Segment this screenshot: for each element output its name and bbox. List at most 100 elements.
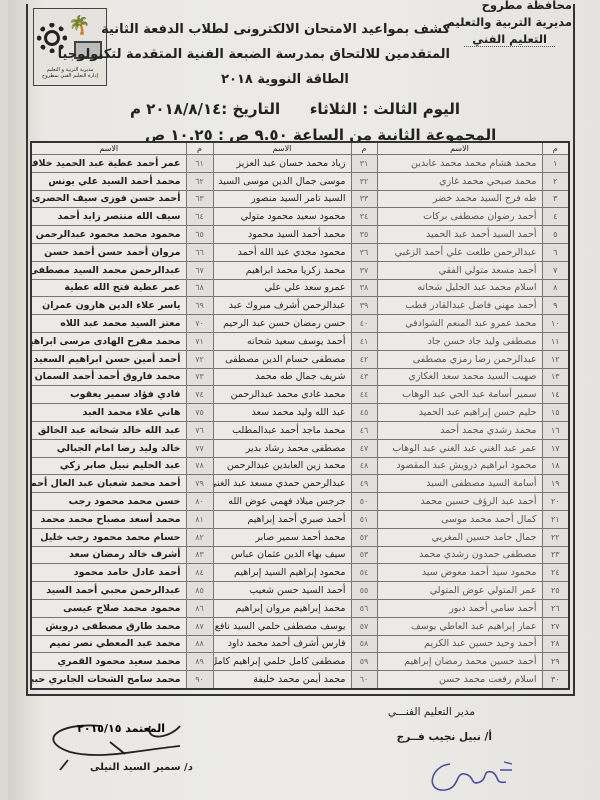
student-number: ٢٨ bbox=[541, 634, 570, 654]
gear-icon bbox=[37, 23, 67, 53]
student-number: ٢٤ bbox=[541, 563, 570, 583]
governorate: محافظة مطروح bbox=[481, 0, 572, 12]
student-number: ٤٨ bbox=[350, 456, 378, 476]
student-number: ٧١ bbox=[185, 331, 214, 351]
header-number: م bbox=[350, 141, 378, 155]
student-name: فارس أشرف أحمد محمد داود bbox=[212, 634, 352, 654]
student-number: ١٦ bbox=[541, 420, 570, 440]
student-name: محمود مجدي عبد الله أحمد bbox=[212, 242, 352, 262]
student-number: ٢٢ bbox=[541, 527, 570, 547]
student-number: ٦٩ bbox=[185, 296, 214, 316]
table-row: ٢٠ أحمد عبد الرؤف حسين محمد ٥٠ جرجس ميلاد ف… bbox=[30, 492, 570, 511]
student-name: عبدالرحمن رضا رمزي مصطفى bbox=[376, 349, 543, 369]
table-row: ١٨ محمود ابراهيم درويش عبد المقصود ٤٨ محمد … bbox=[30, 456, 570, 476]
student-name: محمود محمد محمود عبدالرحمن سليم bbox=[30, 225, 187, 244]
student-number: ٢٥ bbox=[541, 581, 570, 600]
student-name: أحمد رضوان مصطفى بركات bbox=[376, 207, 543, 227]
student-name: محمد طارق مصطفى درويش bbox=[30, 616, 187, 636]
table-row: ٧ أحمد مسعد متولي الفقي ٣٧ محمد زكريا محمد … bbox=[30, 260, 570, 280]
exam-date: التاريخ :٢٠١٨/٨/١٤ م bbox=[130, 100, 281, 118]
student-name: محمود محمد صلاح عيسى bbox=[30, 598, 187, 618]
student-number: ٣٧ bbox=[350, 260, 378, 280]
student-number: ٦٢ bbox=[185, 171, 214, 191]
table-row: ١١ مصطفى وليد جاد حسن جاد ٤١ أحمد يوسف سعيد… bbox=[30, 331, 570, 351]
title-line-3: الطاقة النووية ٢٠١٨ bbox=[221, 72, 349, 87]
student-number: ٧٤ bbox=[185, 385, 214, 405]
student-name: محمد رشدي محمد أحمد bbox=[376, 420, 543, 440]
student-number: ٥١ bbox=[350, 509, 378, 529]
student-number: ١١ bbox=[541, 331, 570, 351]
exam-group-time: المجموعة الثانية من الساعة ٩.٥٠ ص : ١٠.٢… bbox=[145, 126, 497, 144]
student-number: ٨٧ bbox=[185, 616, 214, 636]
logo-text-line: إدارة التعليم الفني بمطروح bbox=[41, 73, 99, 79]
student-number: ١٠ bbox=[541, 314, 570, 333]
student-name: عبد الحليم نبيل صابر زكي bbox=[30, 456, 187, 476]
table-row: ٢٣ مصطفى حمدون رشدي محمد ٥٣ سيف بهاء الدين … bbox=[30, 545, 570, 565]
student-number: ٢ bbox=[541, 171, 570, 191]
student-name: أحمد حسين محمد رمضان إبراهيم bbox=[376, 652, 543, 672]
table-row: ٢٥ عمر المتولي عوض المتولي ٥٥ أحمد السيد حس… bbox=[30, 581, 570, 600]
student-number: ٢١ bbox=[541, 509, 570, 529]
student-name: محمد زكريا محمد ابراهيم bbox=[212, 260, 352, 280]
table-row: ٨ اسلام محمد عبد الجليل شحاته ٣٨ عمرو سعد ع… bbox=[30, 278, 570, 298]
student-name: أحمد محمد شعبان عبد العال أحمد bbox=[30, 474, 187, 494]
table-row: ١٩ أسامة السيد مصطفى السيد ٤٩ عبدالرحمن حمد… bbox=[30, 474, 570, 494]
student-number: ١٤ bbox=[541, 385, 570, 405]
student-number: ١٧ bbox=[541, 438, 570, 458]
student-number: ٩٠ bbox=[185, 670, 214, 690]
student-number: ١٨ bbox=[541, 456, 570, 476]
table-row: ١٣ صهيب السيد محمد سعد العكازي ٤٣ شريف جمال… bbox=[30, 367, 570, 387]
student-name: عمرو سعد علي علي bbox=[212, 278, 352, 298]
student-name: كمال أحمد محمد موسى bbox=[376, 509, 543, 529]
approver-name: د/ سمير السيد النيلى bbox=[90, 762, 193, 773]
student-name: محمد عبد المعطي نصر تميم bbox=[30, 634, 187, 654]
student-name: السيد تامر السيد منصور bbox=[212, 189, 352, 209]
student-name: أحمد مسعد متولي الفقي bbox=[376, 260, 543, 280]
student-number: ٦٧ bbox=[185, 260, 214, 280]
student-name: حسام محمد محمود رجب خليل bbox=[30, 527, 187, 547]
student-name: محمود إبراهيم السيد إبراهيم bbox=[212, 563, 352, 583]
table-row: ٣٠ اسلام رفعت محمد حسن ٦٠ محمد أيمن محمد خل… bbox=[30, 670, 570, 690]
student-name: أحمد عادل حامد محمود bbox=[30, 563, 187, 583]
student-name: عمر عطية فتح الله عطية bbox=[30, 278, 187, 298]
table-row: ١٠ محمد عمرو عبد المنعم الشوادفي ٤٠ حسن رمض… bbox=[30, 314, 570, 333]
student-number: ٨٩ bbox=[185, 652, 214, 672]
student-name: محمد غادي محمد عبدالرحمن bbox=[212, 385, 352, 405]
student-number: ٦٨ bbox=[185, 278, 214, 298]
student-number: ٧٧ bbox=[185, 438, 214, 458]
student-number: ٨٠ bbox=[185, 492, 214, 511]
student-name: محمد عمرو عبد المنعم الشوادفي bbox=[376, 314, 543, 333]
student-name: جرجس ميلاد فهمي عوض الله bbox=[212, 492, 352, 511]
student-name: زياد محمد حسان عبد العزيز bbox=[212, 154, 352, 173]
student-number: ٢٠ bbox=[541, 492, 570, 511]
director-title: مدير التعليم الفنـــي bbox=[387, 706, 475, 718]
table-row: ٢٨ أحمد وحيد حسين عبد الكريم ٥٨ فارس أشرف أ… bbox=[30, 634, 570, 654]
student-name: حليم حسن إبراهيم عبد الحميد bbox=[376, 403, 543, 422]
student-name: محمد سامح الشحات الجابري حبيب bbox=[30, 670, 187, 690]
student-name: محمد فاروق أحمد أحمد السمان bbox=[30, 367, 187, 387]
student-name: مصطفى كامل حلمي إبراهيم كامل bbox=[212, 652, 352, 672]
exam-day: اليوم الثالث : الثلاثاء bbox=[309, 100, 460, 118]
table-row: ١٢ عبدالرحمن رضا رمزي مصطفى ٤٢ مصطفى حسام ا… bbox=[30, 349, 570, 369]
table-row: ١٥ حليم حسن إبراهيم عبد الحميد ٤٥ عبد الله … bbox=[30, 403, 570, 422]
student-name: يوسف مصطفى حلمي السيد نافع bbox=[212, 616, 352, 636]
student-number: ٨٢ bbox=[185, 527, 214, 547]
student-number: ٥٢ bbox=[350, 527, 378, 547]
director-name: أ/ نبيل نجيب فــرج bbox=[396, 731, 492, 743]
student-name: فادي فؤاد سمير يعقوب bbox=[30, 385, 187, 405]
student-number: ٣٨ bbox=[350, 278, 378, 298]
student-number: ٣٩ bbox=[350, 296, 378, 316]
student-number: ٥٠ bbox=[350, 492, 378, 511]
header-name: الاسم bbox=[376, 141, 543, 155]
table-row: ٢ محمد صبحي محمد غازي ٣٢ موسى جمال الدين مو… bbox=[30, 171, 570, 191]
student-number: ٤٩ bbox=[350, 474, 378, 494]
student-name: محمد هشام محمد محمد عابدين bbox=[376, 154, 543, 173]
student-name: موسى جمال الدين موسى السيد bbox=[212, 171, 352, 191]
table-row: ٢٤ محمود سيد أحمد معوض سيد ٥٤ محمود إبراهيم… bbox=[30, 563, 570, 583]
student-name: عبدالرحمن طلعت علي أحمد الزغبي bbox=[376, 242, 543, 262]
table-row: ٦ عبدالرحمن طلعت علي أحمد الزغبي ٣٦ محمود م… bbox=[30, 242, 570, 262]
director-signature bbox=[431, 761, 513, 791]
student-number: ٥٨ bbox=[350, 634, 378, 654]
student-number: ٤ bbox=[541, 207, 570, 227]
student-number: ٤٥ bbox=[350, 403, 378, 422]
